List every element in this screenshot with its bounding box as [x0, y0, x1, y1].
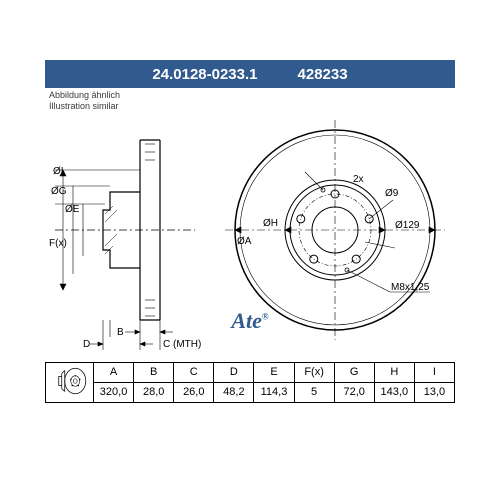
col-e: E	[254, 362, 294, 382]
subtitle-de: Abbildung ähnlich	[49, 90, 455, 101]
table-header-row: A B C D E F(x) G H I	[46, 362, 455, 382]
col-i: I	[414, 362, 454, 382]
val-i: 13,0	[414, 382, 454, 402]
val-a: 320,0	[94, 382, 134, 402]
label-fx: F(x)	[49, 238, 67, 249]
label-oi: ØI	[53, 166, 64, 177]
val-h: 143,0	[374, 382, 414, 402]
val-c: 26,0	[174, 382, 214, 402]
technical-diagram: ØI ØG ØE F(x)	[45, 112, 455, 362]
label-b: B	[117, 327, 124, 338]
ref-number: 428233	[298, 66, 348, 83]
val-e: 114,3	[254, 382, 294, 402]
val-g: 72,0	[334, 382, 374, 402]
header-bar: 24.0128-0233.1 428233	[45, 60, 455, 88]
col-h: H	[374, 362, 414, 382]
val-f: 5	[294, 382, 334, 402]
rotor-icon-cell	[46, 362, 94, 402]
label-oh: ØH	[263, 218, 278, 229]
ate-logo: Ate®	[231, 308, 268, 334]
label-c-mth: C (MTH)	[163, 339, 201, 350]
dimension-table: A B C D E F(x) G H I 320,0 28,0 26,0 48,…	[45, 362, 455, 403]
label-oa: ØA	[237, 236, 252, 247]
spec-sheet-container: 24.0128-0233.1 428233 Abbildung ähnlich …	[45, 60, 455, 440]
front-view: ØH ØA Ø9 2x Ø129 M8x1,25	[225, 120, 445, 340]
col-g: G	[334, 362, 374, 382]
col-c: C	[174, 362, 214, 382]
val-d: 48,2	[214, 382, 254, 402]
col-f: F(x)	[294, 362, 334, 382]
val-b: 28,0	[134, 382, 174, 402]
part-number: 24.0128-0233.1	[152, 66, 257, 83]
label-o129: Ø129	[395, 220, 420, 231]
col-a: A	[94, 362, 134, 382]
label-d: D	[83, 339, 90, 350]
label-og: ØG	[51, 186, 67, 197]
rotor-icon	[50, 366, 90, 396]
label-2x: 2x	[353, 174, 364, 185]
label-o9: Ø9	[385, 188, 399, 199]
side-profile: ØI ØG ØE F(x)	[49, 140, 201, 350]
label-m8: M8x1,25	[391, 282, 430, 293]
subtitle: Abbildung ähnlich Illustration similar	[49, 90, 455, 112]
label-oe: ØE	[65, 204, 80, 215]
col-b: B	[134, 362, 174, 382]
col-d: D	[214, 362, 254, 382]
table-value-row: 320,0 28,0 26,0 48,2 114,3 5 72,0 143,0 …	[46, 382, 455, 402]
subtitle-en: Illustration similar	[49, 101, 455, 112]
